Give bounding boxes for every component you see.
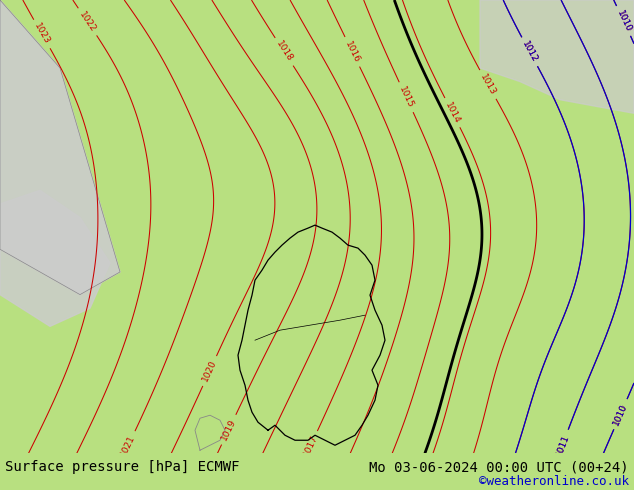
Text: Surface pressure [hPa] ECMWF: Surface pressure [hPa] ECMWF xyxy=(5,460,240,474)
Text: 1016: 1016 xyxy=(343,40,361,64)
Text: 1015: 1015 xyxy=(398,85,415,110)
Text: 1023: 1023 xyxy=(32,22,51,46)
Text: 1020: 1020 xyxy=(201,359,219,383)
Text: 1013: 1013 xyxy=(478,72,498,97)
Polygon shape xyxy=(480,0,634,113)
Polygon shape xyxy=(0,0,120,294)
Text: 1012: 1012 xyxy=(521,40,539,64)
Text: 1010: 1010 xyxy=(612,402,629,426)
Text: 1011: 1011 xyxy=(554,433,571,458)
Text: Mo 03-06-2024 00:00 UTC (00+24): Mo 03-06-2024 00:00 UTC (00+24) xyxy=(369,460,629,474)
Text: ©weatheronline.co.uk: ©weatheronline.co.uk xyxy=(479,475,629,488)
Polygon shape xyxy=(238,225,385,445)
Text: 1011: 1011 xyxy=(554,433,571,458)
Text: 1021: 1021 xyxy=(119,434,137,458)
Text: 1010: 1010 xyxy=(614,8,633,33)
Text: 1022: 1022 xyxy=(77,10,98,34)
Text: 1014: 1014 xyxy=(443,100,462,125)
Text: 1019: 1019 xyxy=(220,417,238,442)
Text: 1012: 1012 xyxy=(521,40,539,64)
Polygon shape xyxy=(0,190,110,326)
Text: 1010: 1010 xyxy=(614,8,633,33)
Text: 1017: 1017 xyxy=(302,434,320,458)
Text: 1018: 1018 xyxy=(274,40,294,64)
Text: 1010: 1010 xyxy=(612,402,629,426)
